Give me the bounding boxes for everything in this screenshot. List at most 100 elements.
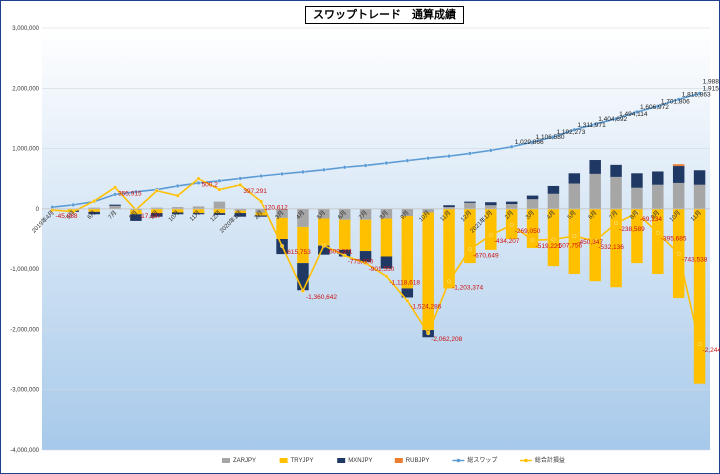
data-label: -395,685 (661, 236, 687, 243)
point-total-pl (259, 199, 264, 204)
point-total-swap (133, 189, 138, 194)
chart-title: スワップトレード 通算成績 (305, 6, 464, 24)
bar-mxnjpy (88, 211, 100, 215)
bar-zarjpy (151, 207, 163, 209)
plot-area (42, 28, 710, 450)
bar-zarjpy (401, 208, 414, 217)
data-label: 1,988,829 (703, 78, 720, 85)
x-tick-label: 8月 (378, 209, 390, 221)
bar-zarjpy (276, 208, 288, 218)
point-total-pl (113, 185, 118, 190)
bar-mxnjpy (693, 170, 706, 185)
point-total-swap (551, 135, 556, 139)
point-total-pl (217, 187, 222, 192)
point-total-swap (447, 154, 452, 159)
point-total-pl (676, 251, 681, 256)
point-total-pl (447, 279, 452, 284)
point-total-pl (614, 221, 619, 226)
legend-label: TRYJPY (291, 458, 314, 464)
data-label: -1,118,618 (389, 279, 420, 286)
legend-label: 総スワップ (467, 456, 497, 464)
data-label: -507,756 (556, 242, 582, 249)
bar-mxnjpy (359, 251, 372, 262)
bar-tryjpy (151, 208, 163, 214)
point-total-pl (509, 223, 514, 228)
bar-mxnjpy (443, 205, 455, 208)
bar-tryjpy (234, 210, 247, 214)
point-total-swap (363, 163, 368, 168)
point-total-swap (71, 202, 76, 207)
x-tick-label: 2月 (504, 209, 516, 221)
bar-zarjpy (589, 173, 601, 209)
data-label: 1,815,863 (682, 91, 711, 98)
y-tick-label: -1,000,000 (10, 267, 39, 273)
data-label: -2,062,208 (431, 336, 462, 343)
point-total-swap (634, 110, 639, 114)
x-tick-label: 3月 (274, 209, 286, 221)
x-tick-label: 4月 (295, 209, 307, 221)
y-tick-label: -2,000,000 (10, 327, 39, 333)
bar-mxnjpy (631, 173, 643, 188)
bar-mxnjpy (464, 201, 476, 203)
bar-tryjpy (88, 208, 100, 212)
point-total-swap (426, 156, 431, 161)
bar-mxnjpy (401, 288, 414, 298)
bar-mxnjpy (547, 185, 560, 194)
bar-zarjpy (464, 202, 476, 209)
bar-tryjpy (380, 218, 393, 257)
bar-tryjpy (171, 208, 184, 213)
bar-zarjpy (380, 208, 393, 219)
point-total-pl (426, 331, 431, 336)
bar-mxnjpy (151, 213, 163, 217)
legend-swatch (279, 458, 288, 463)
bar-tryjpy (652, 208, 664, 274)
bar-zarjpy (88, 207, 100, 209)
x-tick-label: 5月 (65, 209, 77, 221)
bar-tryjpy (485, 208, 497, 250)
bar-tryjpy (213, 208, 226, 214)
bar-mxnjpy (672, 166, 685, 183)
line-total-pl (52, 177, 701, 345)
point-total-pl (405, 298, 410, 303)
point-total-swap (676, 97, 681, 102)
point-total-pl (634, 211, 639, 215)
bar-mxnjpy (485, 202, 497, 206)
data-label: -2,244,603 (703, 347, 720, 354)
bar-tryjpy (318, 218, 330, 246)
data-label: -743,538 (682, 257, 708, 264)
point-total-pl (154, 188, 159, 193)
bar-mxnjpy (192, 213, 205, 215)
bar-zarjpy (338, 208, 351, 220)
data-label: -450,347 (577, 239, 603, 246)
bar-zarjpy (652, 184, 664, 209)
bar-zarjpy (505, 204, 518, 209)
bar-tryjpy (589, 208, 601, 282)
x-tick-label: 5月 (316, 209, 328, 221)
bar-zarjpy (213, 201, 226, 209)
data-label: 1,915,623 (703, 85, 720, 92)
point-total-pl (530, 238, 535, 243)
point-total-swap (614, 116, 619, 121)
y-tick-label: -3,000,000 (10, 388, 39, 394)
legend-label: MXNJPY (348, 458, 372, 464)
bar-zarjpy (547, 193, 560, 209)
bar-zarjpy (672, 182, 685, 209)
data-label: 1,404,692 (598, 116, 627, 123)
point-total-pl (363, 261, 368, 266)
point-total-pl (467, 247, 472, 252)
bar-tryjpy (547, 208, 560, 267)
y-tick-label: 2,000,000 (12, 86, 39, 92)
point-total-pl (321, 243, 326, 248)
x-tick-label: 2月 (253, 209, 265, 221)
data-label: -45,868 (55, 213, 77, 220)
point-total-swap (321, 167, 326, 172)
point-total-swap (259, 174, 264, 178)
data-label: 397,291 (243, 188, 267, 195)
bar-mxnjpy (318, 245, 330, 255)
bar-mxnjpy (610, 164, 622, 177)
bar-zarjpy (297, 208, 309, 227)
y-tick-label: 0 (36, 207, 40, 213)
bar-mxnjpy (171, 212, 184, 215)
point-total-pl (92, 199, 97, 203)
x-tick-label: 9月 (650, 209, 662, 221)
